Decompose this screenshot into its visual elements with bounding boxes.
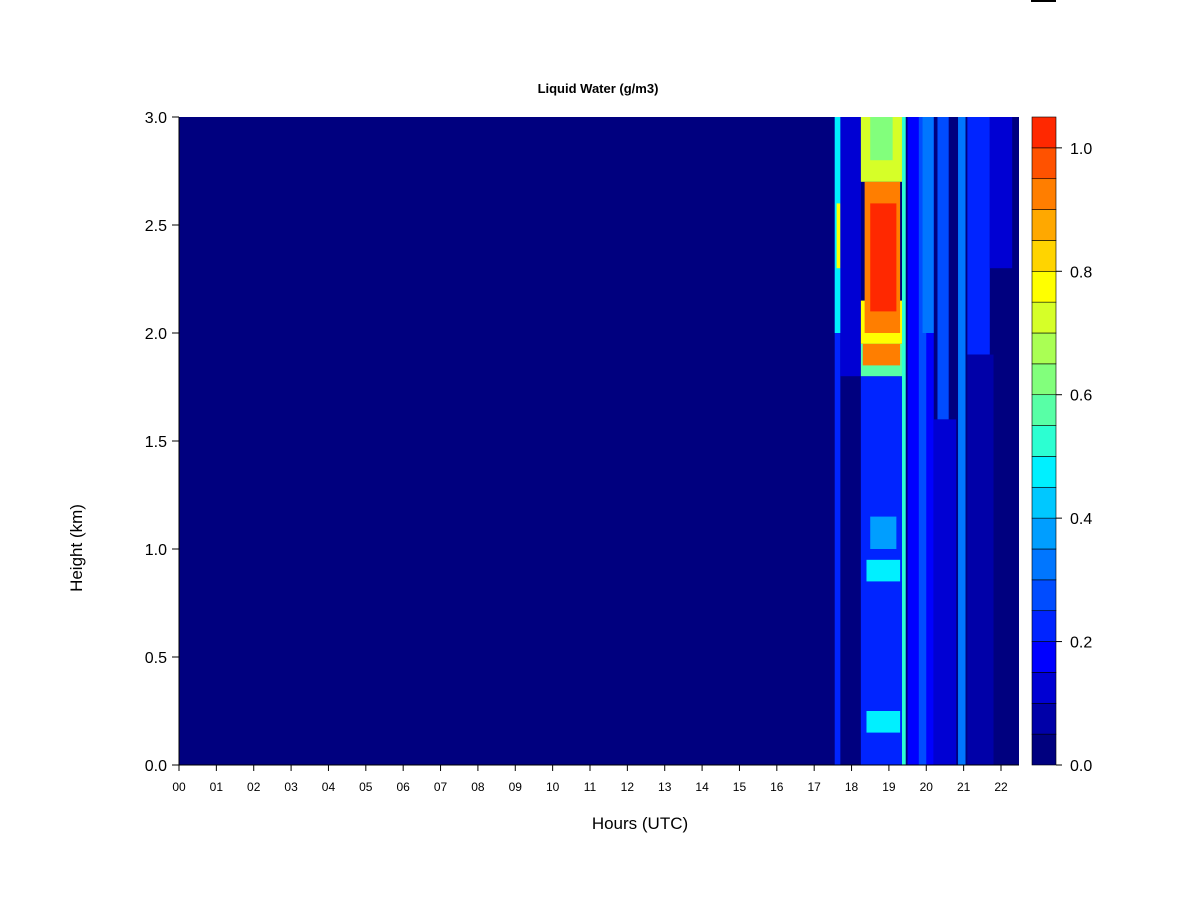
- colorbar-band-18: [1031, 178, 1057, 210]
- x-tick-label-18: 18: [845, 780, 859, 794]
- plot-area: [179, 117, 1019, 765]
- heatmap-cell-18: [922, 117, 934, 333]
- y-tick-label-0.0: 0.0: [145, 758, 167, 775]
- chart-title: Liquid Water (g/m3): [538, 81, 659, 96]
- colorbar-tick-label-5: 1.0: [1070, 141, 1092, 158]
- x-tick-label-20: 20: [920, 780, 934, 794]
- y-tick-label-2.5: 2.5: [145, 218, 167, 235]
- x-tick-label-08: 08: [471, 780, 485, 794]
- y-tick-label-0.5: 0.5: [145, 650, 167, 667]
- y-axis: 0.0 0.5 1.0 1.5 2.0 2.5 3.0: [145, 110, 180, 775]
- x-tick-label-03: 03: [284, 780, 298, 794]
- colorbar-band-19: [1031, 147, 1057, 180]
- x-tick-label-04: 04: [322, 780, 336, 794]
- colorbar-band-13: [1031, 332, 1057, 365]
- colorbar-band-14: [1031, 301, 1057, 334]
- heatmap-cell-15: [901, 117, 906, 765]
- colorbar-band-5: [1031, 579, 1057, 612]
- heatmap-cell-20: [933, 419, 957, 765]
- x-tick-label-06: 06: [397, 780, 411, 794]
- colorbar-band-20: [1031, 116, 1057, 149]
- heatmap-cell-7: [870, 516, 897, 549]
- heatmap-cell-23: [989, 117, 1013, 269]
- colorbar-band-4: [1031, 610, 1057, 642]
- x-tick-label-10: 10: [546, 780, 560, 794]
- corner-mark: [1031, 0, 1056, 2]
- colorbar-band-9: [1031, 456, 1057, 488]
- colorbar-band-11: [1031, 394, 1057, 426]
- y-axis-label: Height (km): [67, 504, 86, 592]
- colorbar-band-3: [1031, 641, 1057, 673]
- colorbar: 0.0 0.2 0.4 0.6 0.8 1.0: [1031, 116, 1092, 775]
- colorbar-band-0: [1031, 733, 1057, 766]
- colorbar-tick-label-1: 0.2: [1070, 635, 1092, 652]
- colorbar-band-10: [1031, 425, 1057, 457]
- x-tick-label-19: 19: [882, 780, 896, 794]
- x-tick-label-15: 15: [733, 780, 747, 794]
- colorbar-band-17: [1031, 209, 1057, 241]
- heatmap-cell-14: [870, 117, 893, 161]
- heatmap-cell-19: [937, 117, 949, 420]
- heatmap-cell-12: [870, 203, 897, 312]
- x-tick-label-21: 21: [957, 780, 971, 794]
- x-tick-label-12: 12: [621, 780, 635, 794]
- x-tick-label-09: 09: [509, 780, 523, 794]
- colorbar-band-12: [1031, 363, 1057, 396]
- heatmap-cell-0: [834, 117, 841, 765]
- y-tick-label-1.0: 1.0: [145, 542, 167, 559]
- x-axis-label: Hours (UTC): [592, 814, 688, 833]
- heatmap-cell-17: [918, 117, 927, 765]
- x-tick-label-13: 13: [658, 780, 672, 794]
- colorbar-tick-label-0: 0.0: [1070, 758, 1092, 775]
- x-tick-label-07: 07: [434, 780, 448, 794]
- y-tick-label-1.5: 1.5: [145, 434, 167, 451]
- x-tick-label-17: 17: [808, 780, 822, 794]
- x-tick-label-16: 16: [770, 780, 784, 794]
- heatmap-cell-5: [866, 559, 901, 582]
- heatmap-cell-24: [967, 354, 994, 765]
- x-tick-label-22: 22: [994, 780, 1008, 794]
- x-tick-label-01: 01: [210, 780, 224, 794]
- heatmap-cell-22: [967, 117, 990, 355]
- colorbar-tick-label-3: 0.6: [1070, 388, 1092, 405]
- heatmap-cell-6: [866, 711, 901, 733]
- colorbar-band-6: [1031, 548, 1057, 581]
- colorbar-tick-label-4: 0.8: [1070, 264, 1092, 281]
- colorbar-band-1: [1031, 702, 1057, 735]
- y-tick-label-3.0: 3.0: [145, 110, 167, 127]
- heatmap-cell-3: [840, 117, 861, 377]
- x-tick-label-00: 00: [172, 780, 186, 794]
- colorbar-band-16: [1031, 240, 1057, 272]
- x-tick-label-11: 11: [584, 780, 597, 794]
- x-tick-label-05: 05: [359, 780, 373, 794]
- colorbar-band-7: [1031, 517, 1057, 550]
- x-tick-label-14: 14: [695, 780, 709, 794]
- y-tick-label-2.0: 2.0: [145, 326, 167, 343]
- heatmap-cell-9: [862, 343, 901, 366]
- colorbar-tick-label-2: 0.4: [1070, 511, 1092, 528]
- x-tick-label-02: 02: [247, 780, 261, 794]
- colorbar-band-8: [1031, 486, 1057, 519]
- colorbar-band-15: [1031, 270, 1057, 303]
- heatmap-cell-21: [958, 117, 966, 765]
- heatmap-cell-2: [836, 203, 841, 269]
- colorbar-band-2: [1031, 672, 1057, 704]
- x-axis: 00 01 02 03 04 05 06 07 08 09 10 11 12 13 14 15 16 17 18 19…: [172, 764, 1019, 794]
